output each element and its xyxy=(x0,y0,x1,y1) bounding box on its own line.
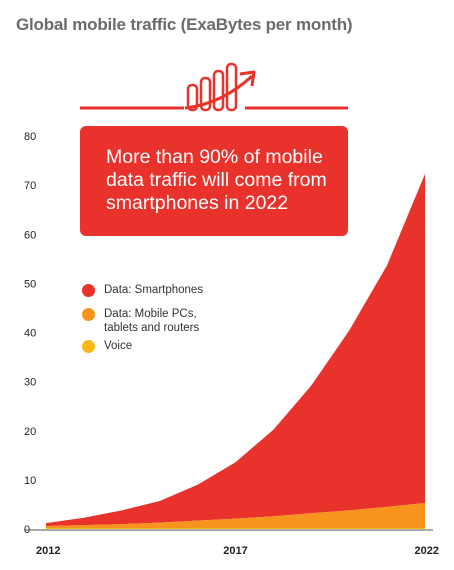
y-tick-label: 80 xyxy=(24,131,36,143)
area-mobile-pcs xyxy=(46,502,425,529)
y-tick-label: 30 xyxy=(24,377,36,389)
chart-title: Global mobile traffic (ExaBytes per mont… xyxy=(16,15,353,34)
y-tick-label: 60 xyxy=(24,229,36,241)
legend-swatch-voice xyxy=(82,340,95,353)
y-tick-label: 10 xyxy=(24,475,36,487)
legend-swatch-mobile-pcs xyxy=(82,308,95,321)
x-tick-label: 2012 xyxy=(36,545,60,557)
y-tick-label: 70 xyxy=(24,180,36,192)
legend-label-voice: Voice xyxy=(104,340,133,352)
y-tick-label: 20 xyxy=(24,426,36,438)
y-tick-label: 40 xyxy=(24,328,36,340)
legend-label-smartphones: Data: Smartphones xyxy=(104,284,204,296)
x-tick-label: 2017 xyxy=(223,545,247,557)
growth-bar-chart-icon xyxy=(80,62,348,112)
area-voice xyxy=(46,528,425,529)
callout-text: More than 90% of mobile data traffic wil… xyxy=(106,146,327,214)
callout-box: More than 90% of mobile data traffic wil… xyxy=(80,126,348,236)
x-tick-label: 2022 xyxy=(415,545,439,557)
legend-label-mobile-pcs: Data: Mobile PCs, tablets and routers xyxy=(104,308,200,334)
legend-swatch-smartphones xyxy=(82,284,95,297)
y-tick-label: 50 xyxy=(24,278,36,290)
area-smartphones xyxy=(46,173,425,527)
